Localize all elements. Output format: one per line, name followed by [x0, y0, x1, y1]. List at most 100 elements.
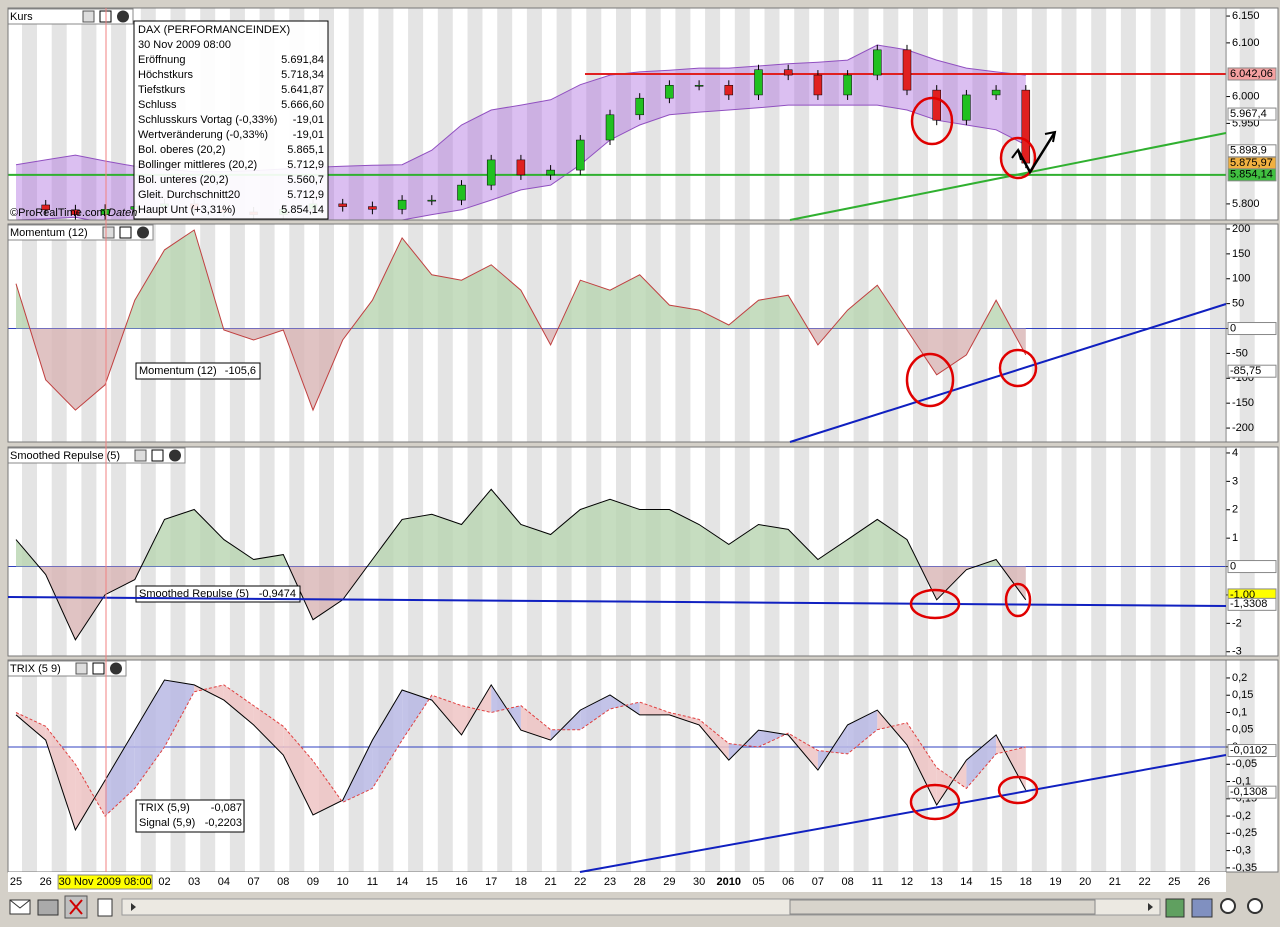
- close-button[interactable]: [169, 449, 181, 462]
- maximize-button[interactable]: [92, 662, 105, 675]
- notes-button[interactable]: [97, 898, 113, 917]
- day-stripe: [675, 660, 691, 872]
- trix-fill: [164, 680, 195, 748]
- x-tick-label: 15: [426, 876, 438, 888]
- y-tick-label: -150: [1232, 397, 1254, 409]
- settings-button[interactable]: [82, 10, 95, 23]
- x-tick-label: 02: [158, 876, 170, 888]
- price-label: 5.898,9: [1230, 145, 1267, 157]
- indicator-line: [15, 488, 1027, 641]
- x-tick-label: 11: [367, 876, 378, 888]
- info-label: Tiefstkurs: [138, 84, 186, 96]
- candle: [71, 209, 80, 215]
- plot-area: [8, 229, 1226, 412]
- plot-area: [8, 488, 1226, 641]
- x-tick-label: 2010: [717, 876, 741, 888]
- x-tick-label: 21: [1109, 876, 1121, 888]
- candle: [516, 159, 526, 176]
- trix-fill: [402, 690, 432, 741]
- close-button[interactable]: [137, 226, 149, 239]
- y-tick-label: -3: [1232, 646, 1242, 658]
- settings-button[interactable]: [102, 226, 115, 239]
- x-tick-label: 07: [812, 876, 824, 888]
- candle: [635, 97, 644, 116]
- scroll-left[interactable]: [131, 903, 136, 911]
- y-tick-label: -2: [1232, 617, 1242, 629]
- x-tick-label: 28: [634, 876, 646, 888]
- y-tick-label: 50: [1232, 298, 1244, 310]
- zoom-in-button[interactable]: [1247, 898, 1263, 914]
- legend-name: Smoothed Repulse (5): [139, 588, 249, 600]
- close-button[interactable]: [117, 10, 129, 23]
- candle: [724, 85, 734, 96]
- day-stripe: [853, 224, 869, 442]
- day-stripe: [1002, 660, 1018, 872]
- close-button[interactable]: [110, 662, 122, 675]
- cursor-date-box: [57, 874, 153, 890]
- scroll-right[interactable]: [1148, 903, 1153, 911]
- y-tick-label: 0,05: [1232, 724, 1253, 736]
- maximize-button[interactable]: [119, 226, 132, 239]
- area-positive: [16, 489, 1002, 567]
- day-stripe: [853, 660, 869, 872]
- trix-fill: [847, 710, 878, 754]
- zoom-out-button[interactable]: [1220, 898, 1236, 914]
- day-stripe: [378, 8, 394, 220]
- x-tick-label: 06: [782, 876, 794, 888]
- trend-line: [789, 132, 1227, 221]
- x-tick-label: 11: [872, 876, 883, 888]
- day-stripe: [348, 447, 364, 656]
- trix-fill: [639, 702, 670, 715]
- day-stripe: [319, 447, 334, 656]
- day-stripe: [556, 8, 572, 220]
- info-value: 5.718,34: [281, 69, 324, 81]
- trix-fill: [431, 695, 462, 735]
- panel-frame: [7, 7, 1279, 221]
- price-label-box: [1227, 168, 1277, 182]
- highlight-circle: [999, 136, 1037, 180]
- day-stripe: [1002, 224, 1018, 442]
- day-stripe: [526, 8, 542, 220]
- day-stripe: [348, 8, 364, 220]
- x-tick-label: 20: [1079, 876, 1091, 888]
- x-tick-label: 17: [485, 876, 497, 888]
- trend-line: [7, 596, 1227, 607]
- trix-line: [15, 684, 1026, 817]
- y-tick-label: 5.800: [1232, 198, 1260, 210]
- info-value: 5.691,84: [281, 54, 324, 66]
- day-stripe: [675, 224, 691, 442]
- x-tick-label: 13: [931, 876, 943, 888]
- info-value: 5.666,60: [281, 99, 324, 111]
- x-tick-label: 08: [841, 876, 853, 888]
- day-stripe: [794, 224, 810, 442]
- value-label-box: [1227, 560, 1277, 574]
- y-tick-label: -0,2: [1232, 810, 1251, 822]
- day-stripe: [1150, 8, 1166, 220]
- day-stripe: [497, 224, 513, 442]
- day-stripe: [408, 660, 424, 872]
- print-button[interactable]: [37, 899, 59, 916]
- x-tick-label: 26: [1198, 876, 1210, 888]
- scroll-thumb[interactable]: [789, 899, 1096, 915]
- zoom-fit-button[interactable]: [1191, 898, 1213, 918]
- day-stripe: [616, 660, 631, 872]
- plot-area: [8, 679, 1226, 832]
- value-label: -1,3308: [1230, 598, 1267, 610]
- day-stripe: [467, 224, 483, 442]
- settings-button[interactable]: [134, 449, 147, 462]
- info-label: Bollinger mittleres (20,2): [138, 159, 257, 171]
- maximize-button[interactable]: [151, 449, 164, 462]
- y-tick-label: 0,1: [1232, 706, 1247, 718]
- settings-button[interactable]: [75, 662, 88, 675]
- tool-button[interactable]: [1165, 898, 1185, 918]
- day-stripe: [586, 8, 602, 220]
- trix-fill: [758, 730, 789, 748]
- day-stripe: [22, 660, 37, 872]
- day-stripe: [1150, 447, 1166, 656]
- day-stripe: [1061, 224, 1077, 442]
- day-stripe: [734, 224, 750, 442]
- y-tick-label: -0,3: [1232, 844, 1251, 856]
- x-tick-label: 14: [960, 876, 972, 888]
- legend-box: [135, 799, 245, 833]
